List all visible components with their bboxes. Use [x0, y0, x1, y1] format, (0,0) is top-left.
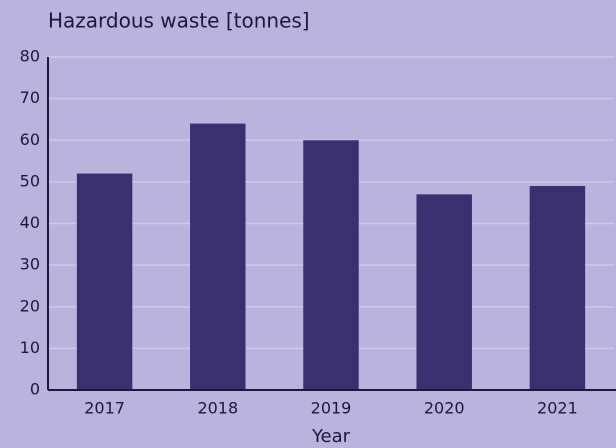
- y-tick-label: 60: [20, 130, 40, 149]
- bar: [303, 140, 359, 390]
- y-tick-label: 20: [20, 296, 40, 315]
- bar: [190, 123, 246, 390]
- bar: [529, 186, 586, 390]
- x-tick-label: 2019: [311, 399, 352, 418]
- y-tick-label: 30: [20, 255, 40, 274]
- x-tick-label: 2021: [537, 399, 578, 418]
- x-axis-title: Year: [311, 426, 351, 447]
- x-tick-label: 2020: [424, 399, 465, 418]
- y-tick-label: 80: [20, 47, 40, 66]
- y-tick-label: 70: [20, 88, 40, 107]
- chart-title: Hazardous waste [tonnes]: [48, 9, 310, 33]
- x-tick-label: 2017: [84, 399, 125, 418]
- y-tick-label: 50: [20, 171, 40, 190]
- y-tick-label: 40: [20, 213, 40, 232]
- bar: [76, 173, 133, 390]
- x-tick-label: 2018: [197, 399, 238, 418]
- y-tick-label: 0: [30, 380, 40, 399]
- y-tick-label: 10: [20, 338, 40, 357]
- bar: [416, 194, 472, 390]
